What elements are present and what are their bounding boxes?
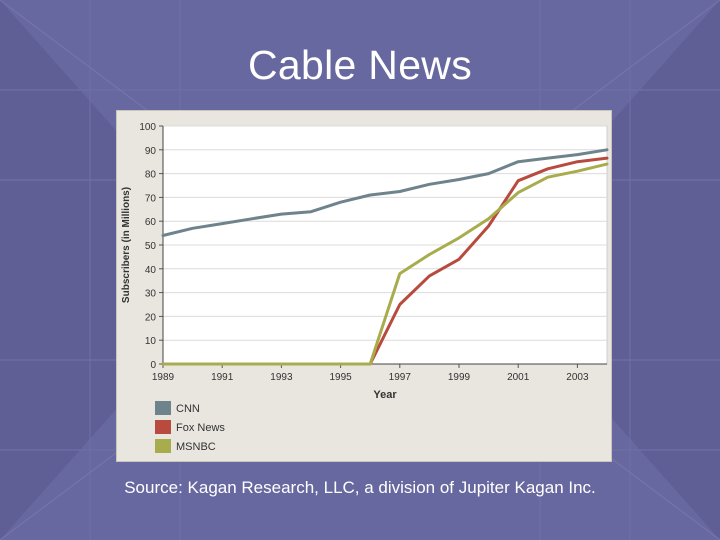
chart-panel: 0 10 20 30 40 50 60 70 80 90 100 1989 1991 1993 1995 19… (116, 110, 612, 462)
y-tick-label: 0 (150, 360, 156, 371)
legend-label: MSNBC (176, 441, 216, 453)
x-tick-label: 1993 (270, 372, 293, 383)
y-axis-title: Subscribers (in Millions) (121, 187, 132, 303)
y-tick-label: 100 (139, 122, 156, 133)
x-axis-title: Year (373, 389, 397, 401)
legend-label: Fox News (176, 422, 225, 434)
y-tick-label: 60 (145, 217, 157, 228)
y-tick-label: 40 (145, 265, 157, 276)
y-tick-label: 70 (145, 193, 157, 204)
y-tick-label: 10 (145, 336, 157, 347)
x-tick-label: 1995 (329, 372, 352, 383)
x-tick-label: 2001 (507, 372, 530, 383)
slide-title: Cable News (247, 42, 473, 88)
legend-swatch (155, 420, 171, 434)
series-line-msnbc (161, 162, 609, 366)
legend-swatch (155, 439, 171, 453)
x-tick-label: 1997 (389, 372, 412, 383)
y-tick-label: 80 (145, 170, 157, 181)
legend-label: CNN (176, 403, 200, 415)
y-tick-label: 90 (145, 146, 157, 157)
source-note: Source: Kagan Research, LLC, a division … (124, 478, 596, 497)
x-tick-label: 2003 (566, 372, 589, 383)
series-line-fox-news (161, 156, 609, 366)
x-tick-label: 1991 (211, 372, 234, 383)
y-tick-label: 50 (145, 241, 157, 252)
series-line-cnn (161, 148, 609, 237)
x-tick-label: 1999 (448, 372, 471, 383)
y-tick-label: 20 (145, 312, 157, 323)
x-tick-label: 1989 (152, 372, 175, 383)
legend-swatch (155, 401, 171, 415)
y-tick-label: 30 (145, 289, 157, 300)
line-chart: 0 10 20 30 40 50 60 70 80 90 100 1989 1991 1993 1995 19… (121, 122, 609, 453)
